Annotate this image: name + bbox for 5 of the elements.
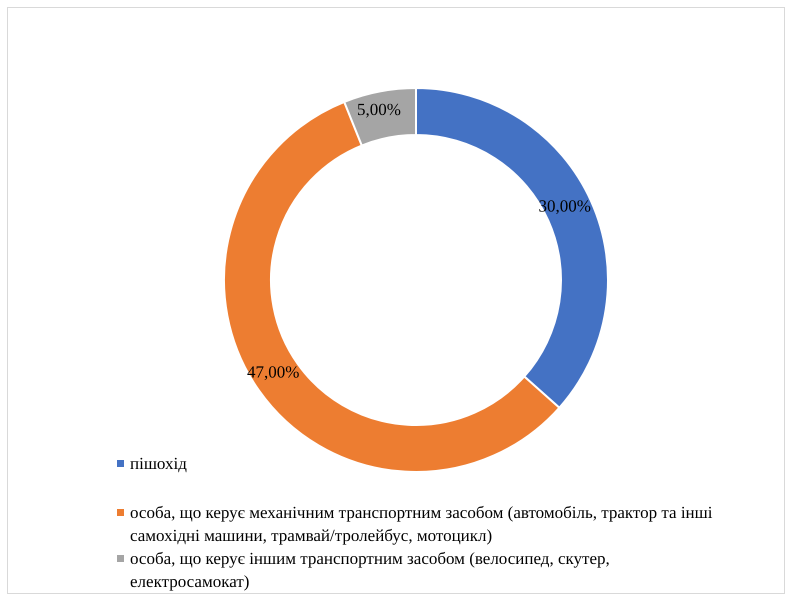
- legend-label: особа, що керує механічним транспортним засобом (автомобіль, трактор та інші самохідні машини, трамвай/тролейбус, мотоцикл): [130, 502, 714, 547]
- data-label: 47,00%: [246, 362, 300, 382]
- legend-label: пішохід: [130, 453, 187, 475]
- legend-label: особа, що керує іншим транспортним засобом (велосипед, скутер, електросамокат): [130, 548, 611, 593]
- data-label: 5,00%: [356, 100, 401, 120]
